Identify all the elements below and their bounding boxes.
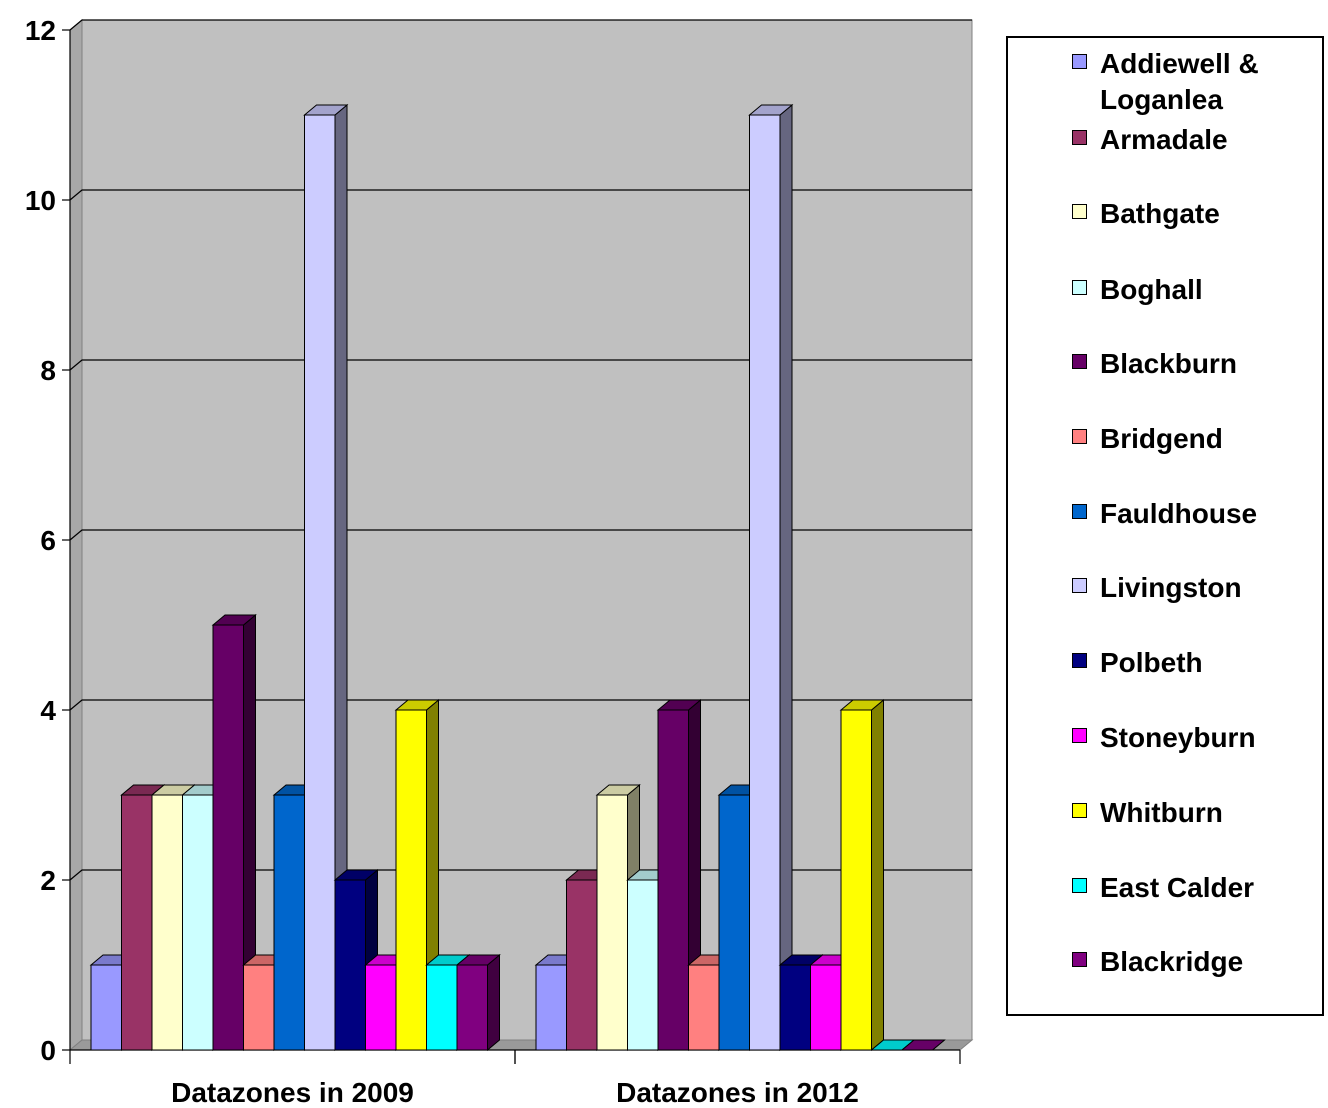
- x-tick-label: Datazones in 2009: [171, 1077, 414, 1108]
- legend-swatch: [1072, 803, 1087, 818]
- legend-label: Blackridge: [1100, 946, 1244, 977]
- legend-label: Addiewell & Loganlea: [1100, 48, 1259, 115]
- legend: Addiewell & Loganlea Armadale Bathgate Bogh…: [1006, 36, 1324, 1016]
- legend-swatch: [1072, 504, 1087, 519]
- legend-item: Fauldhouse: [1072, 496, 1320, 532]
- legend-item: Stoneyburn: [1072, 720, 1320, 756]
- legend-item: Armadale: [1072, 122, 1320, 158]
- legend-label: Boghall: [1100, 274, 1203, 305]
- legend-swatch: [1072, 54, 1087, 69]
- legend-item: Blackridge: [1072, 944, 1320, 980]
- legend-label: Livingston: [1100, 572, 1242, 603]
- bars: [89, 103, 946, 1052]
- legend-swatch: [1072, 578, 1087, 593]
- bar: [211, 613, 257, 1052]
- legend-item: Addiewell & Loganlea: [1072, 46, 1320, 118]
- bar: [455, 953, 501, 1052]
- legend-swatch: [1072, 429, 1087, 444]
- legend-item: Boghall: [1072, 272, 1320, 308]
- legend-label: Armadale: [1100, 124, 1228, 155]
- y-tick-label: 4: [40, 695, 56, 726]
- y-tick-label: 12: [25, 15, 56, 46]
- legend-swatch: [1072, 878, 1087, 893]
- legend-label: Polbeth: [1100, 647, 1203, 678]
- legend-item: Blackburn: [1072, 346, 1320, 382]
- gridline: [69, 529, 972, 541]
- legend-swatch: [1072, 952, 1087, 967]
- legend-item: Bathgate: [1072, 196, 1320, 232]
- legend-label: Bridgend: [1100, 423, 1223, 454]
- legend-swatch: [1072, 653, 1087, 668]
- legend-label: East Calder: [1100, 872, 1255, 903]
- bar: [839, 698, 885, 1052]
- bar: [900, 1039, 946, 1051]
- legend-label: Bathgate: [1100, 198, 1220, 229]
- gridline: [69, 19, 972, 31]
- legend-label: Whitburn: [1100, 797, 1223, 828]
- gridline: [69, 189, 972, 201]
- legend-item: East Calder: [1072, 870, 1320, 906]
- x-tick-label: Datazones in 2012: [616, 1077, 859, 1108]
- y-tick-label: 2: [40, 865, 56, 896]
- legend-item: Livingston: [1072, 570, 1320, 606]
- y-tick-label: 6: [40, 525, 56, 556]
- legend-item: Whitburn: [1072, 795, 1320, 831]
- y-tick-label: 10: [25, 185, 56, 216]
- legend-label: Fauldhouse: [1100, 498, 1258, 529]
- legend-swatch: [1072, 280, 1087, 295]
- legend-item: Bridgend: [1072, 421, 1320, 457]
- legend-swatch: [1072, 354, 1087, 369]
- legend-swatch: [1072, 130, 1087, 145]
- bar: [303, 103, 349, 1052]
- bar: [748, 103, 794, 1052]
- bar: [425, 953, 471, 1052]
- y-tick-labels: 0 2 4 6 8 10 12: [25, 15, 57, 1066]
- legend-label: Blackburn: [1100, 348, 1237, 379]
- legend-swatch: [1072, 728, 1087, 743]
- y-tick-label: 8: [40, 355, 56, 386]
- legend-label: Stoneyburn: [1100, 722, 1256, 753]
- legend-item: Polbeth: [1072, 645, 1320, 681]
- x-tick-labels: Datazones in 2009 Datazones in 2012: [171, 1077, 859, 1108]
- gridlines: [69, 19, 972, 881]
- y-tick-label: 0: [40, 1035, 56, 1066]
- gridline: [69, 359, 972, 371]
- legend-swatch: [1072, 204, 1087, 219]
